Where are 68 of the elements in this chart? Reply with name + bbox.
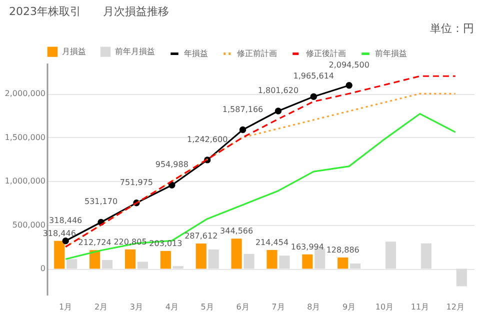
data-label: 954,988 <box>155 160 188 170</box>
y-tick-label: 0 <box>40 264 46 274</box>
data-label: 220,805 <box>114 237 147 246</box>
bar <box>385 242 396 269</box>
bar <box>208 249 219 269</box>
y-tick-label: 1,000,000 <box>4 176 46 186</box>
legend-label: 前年月損益 <box>115 46 155 56</box>
text: 単位：円 <box>430 22 474 35</box>
y-tick-label: 1,500,000 <box>4 132 46 142</box>
data-label: 751,975 <box>120 178 154 187</box>
bar <box>231 238 242 269</box>
point <box>62 238 69 244</box>
legend-label: 年損益 <box>184 48 208 58</box>
data-label: 1,801,620 <box>258 86 299 96</box>
x-tick-label: 2月 <box>94 302 108 312</box>
bar <box>172 266 184 269</box>
bar <box>196 244 206 269</box>
bar <box>124 249 136 269</box>
x-tick-label: 6月 <box>236 302 250 312</box>
data-label: 212,724 <box>78 238 112 248</box>
x-tick-label: 8月 <box>307 302 320 312</box>
data-label: 163,994 <box>290 242 324 252</box>
chart-title: 2023年株取引 月次損益推移 <box>9 5 169 18</box>
point <box>239 126 246 134</box>
data-label: 2,094,500 <box>328 60 370 70</box>
bar <box>302 254 313 269</box>
bar <box>102 260 113 269</box>
bar <box>90 250 100 269</box>
legend-label: 月損益 <box>62 46 86 56</box>
y-tick-label: 500,000 <box>12 220 46 230</box>
data-label: 287,612 <box>184 232 218 241</box>
point <box>346 82 352 89</box>
bar <box>54 240 65 269</box>
point <box>310 93 318 100</box>
bar <box>456 268 467 286</box>
y-tick-label: 2,000,000 <box>4 89 46 98</box>
x-tick-label: 9月 <box>342 302 356 312</box>
bar <box>266 250 278 269</box>
x-tick-label: 3月 <box>130 302 144 312</box>
bar <box>66 259 78 269</box>
bar <box>279 256 290 269</box>
x-tick-label: 4月 <box>165 302 178 312</box>
bar <box>350 263 361 269</box>
data-label: 318,446 <box>49 216 82 225</box>
bar <box>420 243 432 269</box>
legend-label: 修正前計画 <box>237 48 277 58</box>
point <box>274 108 282 114</box>
data-label: 128,886 <box>326 245 360 254</box>
point <box>168 182 176 188</box>
x-tick-label: 12月 <box>446 302 464 312</box>
bar <box>338 257 348 269</box>
data-label: 344,566 <box>220 226 254 236</box>
x-tick-label: 1月 <box>59 302 72 312</box>
data-label: 1,242,600 <box>186 134 228 144</box>
bar <box>160 250 171 269</box>
legend-label: 前年損益 <box>375 48 407 58</box>
x-tick-label: 11月 <box>410 302 430 312</box>
data-label: 214,454 <box>255 238 289 247</box>
bar <box>137 262 148 269</box>
x-tick-label: 5月 <box>200 302 214 312</box>
bar <box>314 248 326 269</box>
legend-label: 修正後計画 <box>306 48 346 58</box>
data-label: 531,170 <box>84 197 118 206</box>
x-tick-label: 7月 <box>272 302 285 312</box>
x-tick-label: 10月 <box>375 302 394 312</box>
data-label: 1,587,166 <box>222 104 264 114</box>
data-label: 1,965,614 <box>293 72 334 81</box>
bar <box>244 254 254 269</box>
